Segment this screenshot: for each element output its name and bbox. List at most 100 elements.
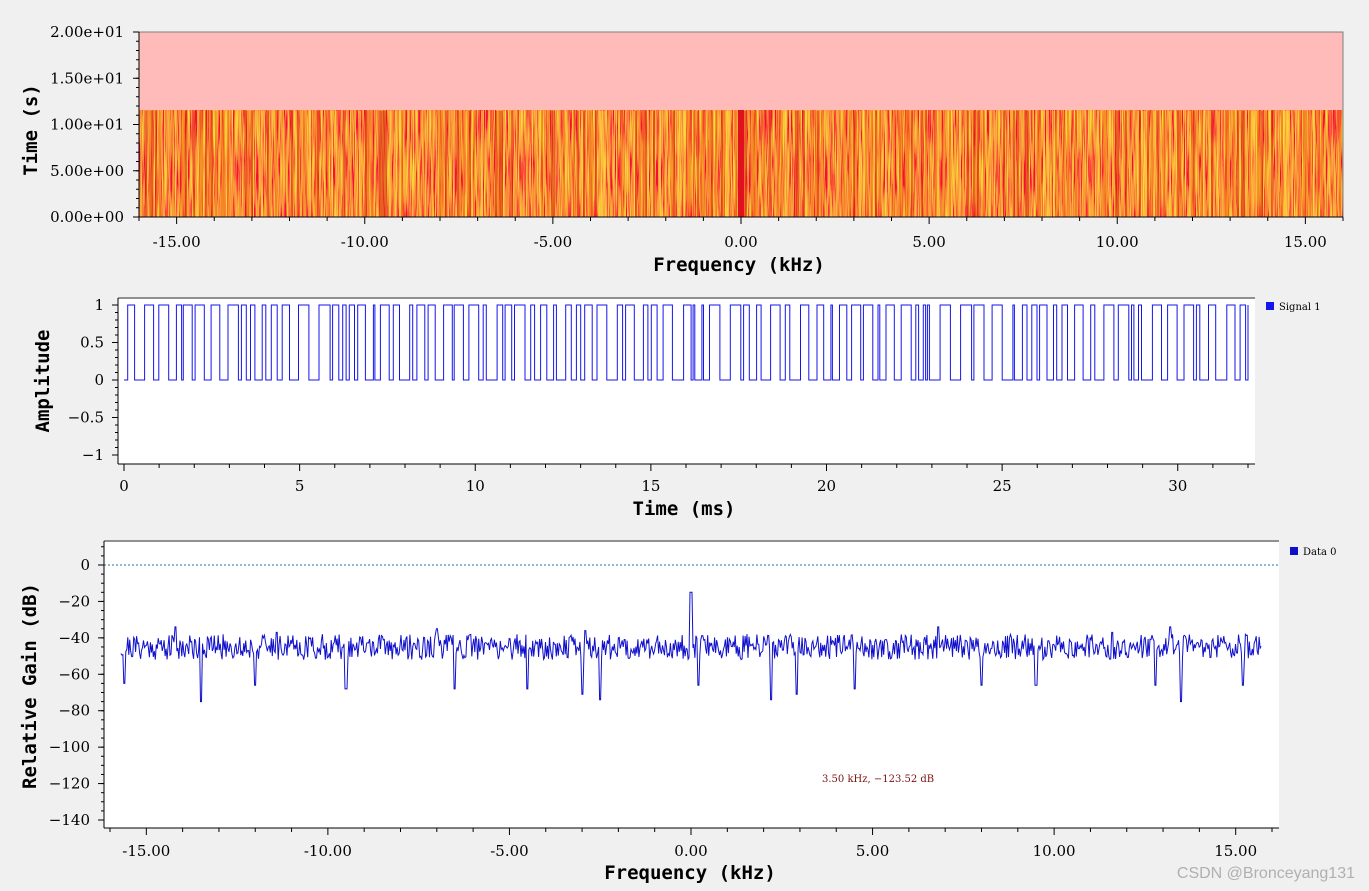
- spectrum-y-axis: 0 −20 −40 −60 −80 −100 −120 −140: [49, 541, 105, 829]
- spectrogram-band: [1137, 110, 1139, 217]
- spectrogram-band: [1109, 110, 1111, 217]
- spectrogram-band: [1283, 110, 1285, 217]
- spectrogram-band: [937, 110, 939, 217]
- signal-legend-swatch: [1266, 302, 1274, 310]
- spectrogram-band: [1153, 110, 1155, 217]
- spectrum-panel: 0 −20 −40 −60 −80 −100 −120 −140 -15.00 -10.00 -5…: [19, 540, 1337, 884]
- spectrogram-band: [385, 110, 387, 217]
- spectrogram-band: [441, 110, 443, 217]
- spectrum-plot-area[interactable]: [104, 541, 1279, 828]
- spectrogram-band: [811, 110, 813, 217]
- spectrogram-band: [817, 110, 819, 217]
- x-tick-label: 10.00: [1033, 842, 1076, 860]
- x-tick-label: 0.00: [674, 842, 707, 860]
- spectrogram-band: [865, 110, 867, 217]
- spectrogram-band: [359, 110, 361, 217]
- spectrogram-band: [497, 110, 499, 217]
- spectrogram-x-label: Frequency (kHz): [653, 254, 825, 276]
- spectrogram-band: [1259, 110, 1261, 217]
- spectrogram-band: [715, 110, 717, 217]
- spectrogram-y-axis: 0.00e+00 5.00e+00 1.00e+01 1.50e+01 2.00e+01: [50, 23, 140, 226]
- x-tick-label: -10.00: [304, 842, 352, 860]
- y-tick-label: −40: [58, 629, 90, 647]
- spectrum-x-label: Frequency (kHz): [604, 862, 776, 884]
- spectrogram-band: [1243, 110, 1245, 217]
- spectrogram-band: [977, 110, 979, 217]
- spectrogram-band: [1265, 110, 1267, 217]
- spectrogram-band: [309, 110, 311, 217]
- spectrum-y-label: Relative Gain (dB): [19, 583, 41, 789]
- spectrogram-band: [1157, 110, 1159, 217]
- y-tick-label: −20: [58, 592, 90, 610]
- spectrogram-band: [959, 110, 961, 217]
- spectrogram-band: [1201, 110, 1203, 217]
- spectrogram-band: [621, 110, 623, 217]
- y-tick-label: −80: [58, 702, 90, 720]
- spectrogram-band: [1189, 110, 1191, 217]
- spectrogram-band: [583, 110, 585, 217]
- spectrogram-band: [871, 110, 873, 217]
- y-tick-label: 1.00e+01: [50, 116, 124, 134]
- spectrogram-band: [261, 110, 263, 217]
- y-tick-label: −120: [49, 775, 90, 793]
- spectrogram-band: [365, 110, 367, 217]
- spectrogram-band: [1043, 110, 1045, 217]
- spectrogram-band: [693, 110, 695, 217]
- spectrogram-band: [815, 110, 817, 217]
- spectrogram-band: [797, 110, 799, 217]
- x-tick-label: 5.00: [856, 842, 889, 860]
- spectrogram-band: [367, 110, 369, 217]
- spectrogram-band: [989, 110, 991, 217]
- spectrogram-band: [1115, 110, 1117, 217]
- spectrogram-band: [703, 110, 705, 217]
- spectrogram-band: [947, 110, 949, 217]
- spectrogram-band: [901, 110, 903, 217]
- spectrogram-band: [1255, 110, 1257, 217]
- spectrogram-band: [151, 110, 153, 217]
- spectrogram-band: [925, 110, 927, 217]
- signal-legend-label: Signal 1: [1279, 302, 1321, 313]
- spectrogram-band: [1193, 110, 1195, 217]
- spectrogram-band: [935, 110, 937, 217]
- spectrogram-band: [1225, 110, 1227, 217]
- x-tick-label: 15.00: [1284, 233, 1327, 251]
- watermark: CSDN @Bronceyang131: [1176, 865, 1355, 882]
- spectrogram-band: [723, 110, 725, 217]
- spectrogram-band: [853, 110, 855, 217]
- spectrogram-band: [581, 110, 583, 217]
- spectrogram-band: [751, 110, 753, 217]
- spectrogram-band: [589, 110, 591, 217]
- signal-y-label: Amplitude: [32, 330, 54, 433]
- spectrogram-band: [1281, 110, 1283, 217]
- spectrogram-band: [601, 110, 603, 217]
- spectrogram-band: [1145, 110, 1147, 217]
- spectrogram-band: [679, 110, 681, 217]
- spectrogram-band: [659, 110, 661, 217]
- signal-y-axis: 1 0.5 0 −0.5 −1: [68, 296, 119, 464]
- spectrogram-band: [205, 110, 207, 217]
- spectrogram-band: [445, 110, 447, 217]
- signal-plot-area[interactable]: [118, 298, 1255, 464]
- spectrogram-band: [553, 110, 555, 217]
- spectrogram-band: [471, 110, 473, 217]
- y-tick-label: −1: [82, 446, 104, 464]
- spectrogram-band: [481, 110, 483, 217]
- spectrogram-x-axis: -15.00 -10.00 -5.00 0.00 5.00 10.00 15.00: [138, 216, 1344, 251]
- x-tick-label: 10: [466, 477, 485, 495]
- x-tick-label: 25: [993, 477, 1012, 495]
- spectrogram-band: [1125, 110, 1127, 217]
- x-tick-label: 20: [817, 477, 836, 495]
- spectrogram-band: [727, 110, 729, 217]
- spectrogram-band: [635, 110, 637, 217]
- spectrogram-band: [209, 110, 211, 217]
- spectrogram-band: [1097, 110, 1099, 217]
- spectrogram-band: [1063, 110, 1065, 217]
- spectrogram-band: [1117, 110, 1119, 217]
- spectrogram-band: [335, 110, 337, 217]
- spectrogram-band: [745, 110, 747, 217]
- spectrogram-band: [467, 110, 469, 217]
- spectrogram-band: [709, 110, 711, 217]
- spectrogram-band: [193, 110, 195, 217]
- spectrogram-band: [697, 110, 699, 217]
- spectrogram-bands: [145, 110, 1341, 217]
